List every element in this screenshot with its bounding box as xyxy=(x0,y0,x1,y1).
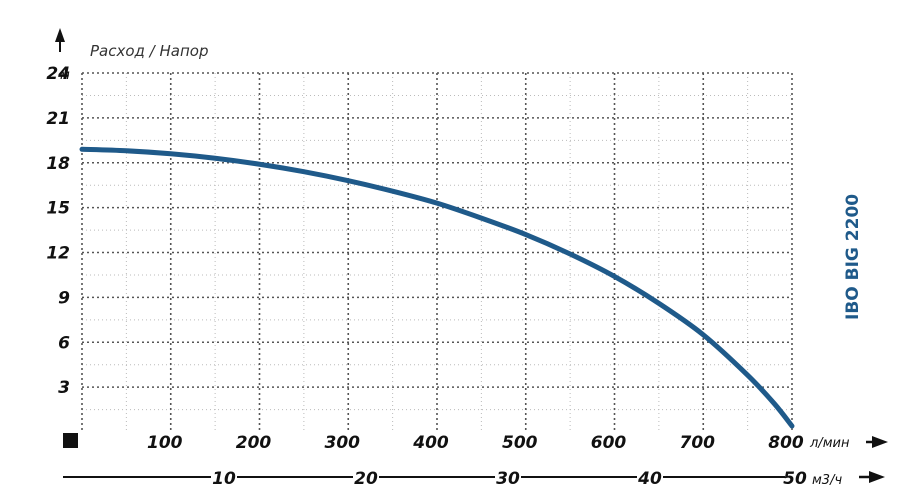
x2-axis-arrow-icon xyxy=(869,471,885,483)
grid xyxy=(81,72,793,432)
x-tick-label: 700 xyxy=(680,433,716,453)
y-tick-label: 3 xyxy=(58,378,70,398)
y-axis-arrow-icon xyxy=(55,28,65,42)
x2-tick-label: 10 xyxy=(212,469,236,489)
x2-tick-label: 20 xyxy=(354,469,378,489)
labels: 3 6 9 12 15 18 21 24 100 200 300 400 500 600 700 800 10 2… xyxy=(46,64,807,489)
x2-tick-label: 40 xyxy=(637,469,662,489)
x2-unit-label: м3/ч xyxy=(812,473,842,488)
y-tick-label: 6 xyxy=(58,333,70,353)
chart-title: Расход / Напор xyxy=(90,42,208,60)
curve-layer xyxy=(79,146,795,429)
origin-square-icon xyxy=(63,433,78,448)
x-tick-label: 400 xyxy=(412,433,449,453)
y-tick-label: 24 xyxy=(46,64,70,84)
performance-curve xyxy=(79,146,795,429)
y-tick-label: 9 xyxy=(58,288,70,308)
y-tick-label: 18 xyxy=(46,154,70,174)
axes xyxy=(55,28,888,483)
x-tick-label: 300 xyxy=(325,433,361,453)
y-tick-label: 12 xyxy=(46,244,70,264)
x-tick-label: 600 xyxy=(591,433,627,453)
x2-tick-label: 30 xyxy=(496,469,520,489)
x-unit-label: л/мин xyxy=(809,436,850,451)
x-tick-label: 800 xyxy=(768,433,804,453)
y-unit-label: м xyxy=(60,68,70,83)
product-label: IBO BIG 2200 xyxy=(843,194,863,320)
x-tick-label: 100 xyxy=(147,433,183,453)
x2-tick-label: 50 xyxy=(783,469,807,489)
y-tick-label: 15 xyxy=(46,199,70,219)
x-tick-label: 200 xyxy=(236,433,272,453)
y-tick-label: 21 xyxy=(46,109,70,129)
x-tick-label: 500 xyxy=(502,433,538,453)
x-axis-arrow-icon xyxy=(872,436,888,448)
